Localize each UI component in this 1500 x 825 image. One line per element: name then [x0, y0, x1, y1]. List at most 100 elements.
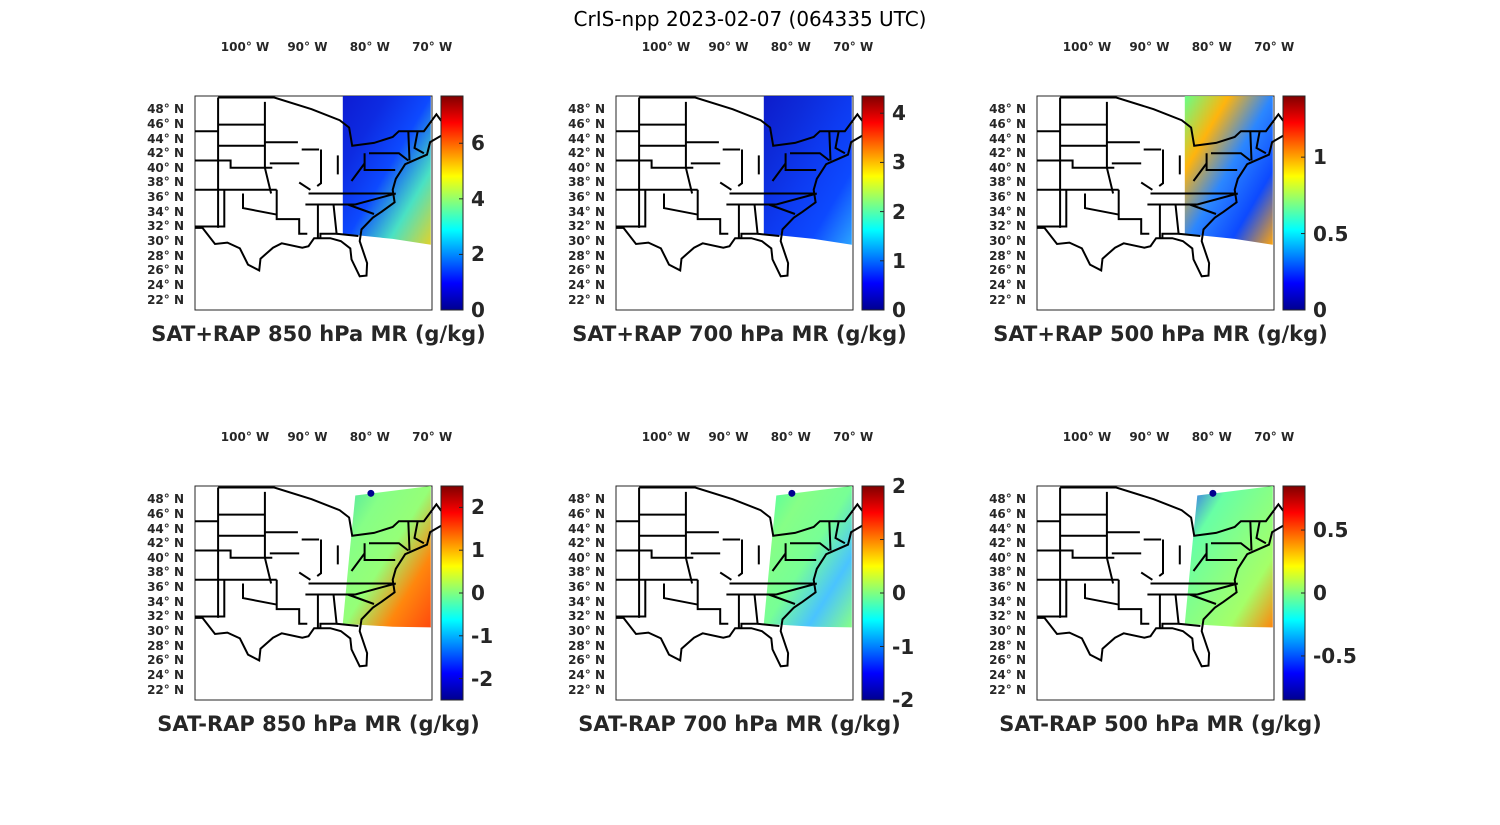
state-border — [719, 181, 732, 191]
colorbar-tick-label: 1 — [1313, 145, 1327, 170]
state-border — [790, 152, 830, 162]
state-border — [263, 101, 273, 194]
state-border — [757, 232, 780, 237]
lat-tick-label: 32° N — [568, 609, 605, 624]
panel-title: SAT-RAP 500 hPa MR (g/kg) — [999, 712, 1322, 736]
state-border — [275, 189, 308, 235]
colorbar-tick-label: 0 — [892, 298, 906, 322]
lat-tick-label: 46° N — [989, 506, 1026, 521]
coastline — [616, 486, 872, 668]
lon-tick-label: 90° W — [287, 40, 328, 54]
lat-tick-label: 48° N — [568, 102, 605, 117]
state-border — [1117, 579, 1150, 625]
lat-tick-label: 46° N — [989, 116, 1026, 131]
state-border — [363, 153, 396, 171]
state-border — [1140, 181, 1153, 191]
state-border — [347, 203, 375, 215]
lat-tick-label: 42° N — [147, 536, 184, 551]
colorbar-tick-label: 0 — [471, 298, 485, 322]
lon-tick-label: 90° W — [1129, 40, 1170, 54]
state-border — [616, 189, 647, 228]
lat-tick-label: 22° N — [147, 682, 184, 697]
lon-tick-label: 80° W — [349, 430, 390, 444]
colorbar-tick-label: 4 — [892, 101, 906, 126]
lat-tick-label: 44° N — [568, 521, 605, 536]
map-plot — [194, 95, 464, 311]
state-border — [1211, 152, 1251, 162]
state-border — [1211, 542, 1251, 552]
lon-tick-label: 100° W — [220, 40, 270, 54]
lat-tick-label: 32° N — [147, 219, 184, 234]
state-border — [1147, 192, 1239, 206]
state-border — [1105, 491, 1115, 584]
colorbar — [1282, 95, 1306, 311]
state-border — [336, 232, 359, 237]
lat-tick-label: 46° N — [568, 116, 605, 131]
lat-tick-label: 30° N — [989, 234, 1026, 249]
lat-tick-label: 46° N — [147, 116, 184, 131]
lat-tick-label: 24° N — [568, 278, 605, 293]
state-border — [242, 193, 278, 216]
data-point — [788, 489, 796, 497]
state-border — [275, 579, 308, 625]
map-panel-2: 100° W 90° W 80° W 70° W 48° N 46° N 44° N 42° … — [551, 40, 971, 346]
colorbar-tick-label: 2 — [471, 242, 485, 267]
map-plot — [615, 485, 885, 701]
map-plot — [615, 95, 885, 311]
lon-tick-label: 70° W — [1254, 40, 1295, 54]
lat-tick-label: 34° N — [568, 204, 605, 219]
lat-tick-label: 24° N — [147, 278, 184, 293]
state-border — [1161, 594, 1180, 629]
lat-tick-label: 48° N — [989, 102, 1026, 117]
lat-tick-label: 42° N — [568, 536, 605, 551]
state-border — [663, 583, 699, 606]
colorbar-tick-label: -0.5 — [1313, 643, 1357, 668]
lat-tick-label: 28° N — [568, 248, 605, 263]
lat-tick-label: 22° N — [147, 292, 184, 307]
state-border — [1037, 579, 1068, 618]
coastline — [616, 96, 872, 278]
state-border — [834, 521, 846, 545]
lat-tick-label: 24° N — [147, 668, 184, 683]
state-border — [1140, 571, 1153, 581]
lat-tick-label: 46° N — [147, 506, 184, 521]
colorbar — [440, 95, 464, 311]
lon-tick-label: 80° W — [770, 430, 811, 444]
lon-tick-label: 70° W — [412, 40, 453, 54]
colorbar-tick-label: 0 — [892, 581, 906, 605]
lat-tick-label: 26° N — [147, 653, 184, 668]
coastline — [195, 96, 451, 278]
lat-tick-label: 32° N — [568, 219, 605, 234]
lat-tick-label: 24° N — [568, 668, 605, 683]
lat-tick-label: 22° N — [568, 682, 605, 697]
map-panel-5: 100° W 90° W 80° W 70° W 48° N 46° N 44° N 42° … — [551, 430, 971, 736]
lat-tick-label: 36° N — [147, 580, 184, 595]
lat-tick-label: 38° N — [989, 175, 1026, 190]
colorbar-tick-label: 2 — [892, 474, 906, 498]
retrieval-swath — [1184, 486, 1273, 628]
lon-tick-label: 70° W — [833, 40, 874, 54]
colorbar-tick-label: 1 — [892, 248, 906, 273]
lon-tick-label: 80° W — [1191, 430, 1232, 444]
map-plot — [1036, 485, 1306, 701]
lat-tick-label: 48° N — [989, 492, 1026, 507]
state-border — [1037, 189, 1068, 228]
lat-tick-label: 42° N — [989, 146, 1026, 161]
state-border — [195, 189, 226, 228]
state-border — [1249, 521, 1253, 551]
lat-tick-label: 40° N — [147, 550, 184, 565]
state-border — [684, 101, 694, 194]
state-border — [1084, 193, 1120, 216]
state-border — [1037, 159, 1115, 169]
state-border — [684, 491, 694, 584]
lon-tick-label: 90° W — [1129, 430, 1170, 444]
lon-tick-label: 80° W — [1191, 40, 1232, 54]
state-border — [369, 152, 409, 162]
figure-title: CrIS-npp 2023-02-07 (064335 UTC) — [573, 7, 927, 31]
state-border — [834, 131, 846, 155]
state-border — [828, 131, 832, 161]
state-border — [1255, 131, 1267, 155]
state-border — [1205, 153, 1238, 171]
state-border — [1147, 582, 1239, 596]
state-border — [1037, 549, 1115, 559]
